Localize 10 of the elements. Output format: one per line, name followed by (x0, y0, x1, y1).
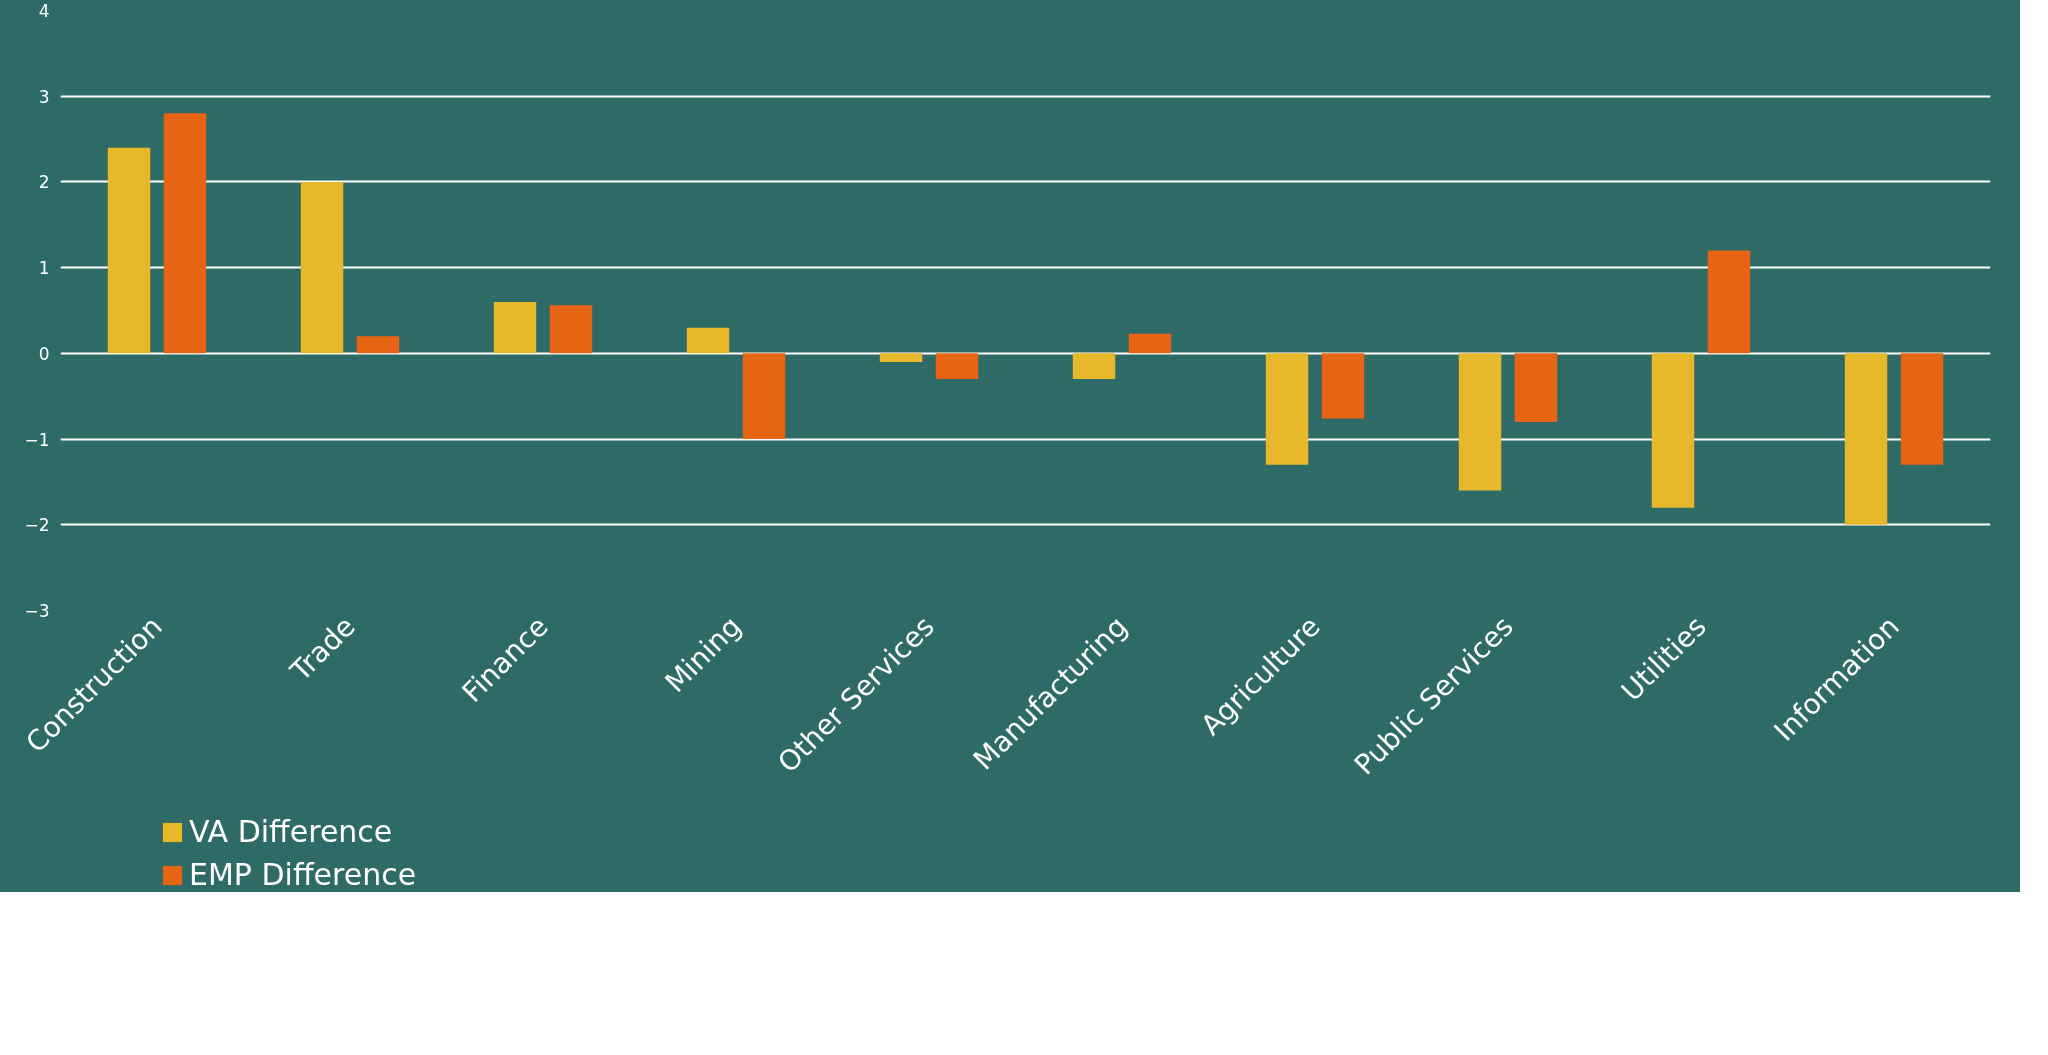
y-tick-label: 4 (38, 1, 50, 21)
y-tick-label: 1 (38, 258, 50, 279)
y-tick-label: −2 (24, 515, 50, 536)
y-tick-label: 0 (38, 343, 50, 364)
y-tick-label: −3 (24, 601, 50, 621)
y-tick-label: −1 (24, 429, 50, 450)
legend-label: VA Difference (189, 814, 393, 849)
y-tick-label: 2 (38, 172, 50, 193)
y-tick-label: 3 (38, 86, 50, 107)
legend-label: EMP Difference (189, 857, 417, 892)
